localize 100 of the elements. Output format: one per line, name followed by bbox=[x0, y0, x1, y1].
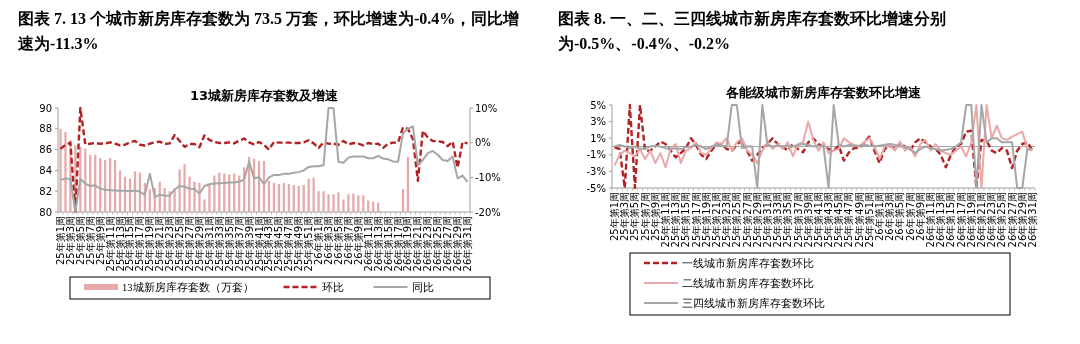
x-tick-label: 26年第27周 bbox=[1006, 192, 1018, 248]
chart-title: 图表 8. 一、二、三四线城市新房库存套数环比增速分别为-0.5%、-0.4%、-0.2% bbox=[558, 9, 947, 54]
x-tick-label: 26年第3周 bbox=[884, 192, 896, 242]
x-tick-label: 25年第39周 bbox=[243, 216, 255, 272]
x-tick-label: 25年第31周 bbox=[203, 216, 215, 272]
x-tick-label: 25年第7周 bbox=[639, 192, 651, 242]
x-tick-label: 25年第23周 bbox=[721, 192, 733, 248]
x-tick-label: 25年第1周 bbox=[54, 216, 66, 266]
x-tick-label: 25年第13周 bbox=[114, 216, 126, 272]
x-tick-label: 26年第17周 bbox=[955, 192, 967, 248]
x-tick-label: 26年第11周 bbox=[925, 192, 937, 248]
x-tick-label: 26年第23周 bbox=[422, 216, 434, 272]
x-tick-label: 25年第27周 bbox=[741, 192, 753, 248]
chart-subtitle: 13城新房库存套数及增速 bbox=[189, 88, 340, 103]
x-tick-label: 25年第33周 bbox=[213, 216, 225, 272]
x-tick-label: 26年第29周 bbox=[452, 216, 464, 272]
x-tick-label: 25年第15周 bbox=[124, 216, 136, 272]
x-tick-label: 26年第23周 bbox=[986, 192, 998, 248]
x-tick-label: 26年第25周 bbox=[996, 192, 1008, 248]
x-tick-label: 25年第45周 bbox=[273, 216, 285, 272]
y-tick-label: 88 bbox=[39, 123, 52, 135]
x-tick-label: 26年第11周 bbox=[362, 216, 374, 272]
x-tick-label: 25年第41周 bbox=[253, 216, 265, 272]
x-tick-label: 25年第43周 bbox=[263, 216, 275, 272]
x-tick-label: 25年第47周 bbox=[283, 216, 295, 272]
x-tick-label: 25年第11周 bbox=[104, 216, 116, 272]
x-tick-label: 26年第29周 bbox=[1016, 192, 1028, 248]
x-tick-label: 25年第21周 bbox=[154, 216, 166, 272]
legend-label: 同比 bbox=[411, 281, 434, 293]
y-tick-label: -1% bbox=[586, 149, 606, 161]
x-tick-label: 25年第29周 bbox=[193, 216, 205, 272]
x-tick-label: 26年第15周 bbox=[382, 216, 394, 272]
x-tick-label: 25年第7周 bbox=[84, 216, 96, 266]
x-tick-label: 25年第9周 bbox=[94, 216, 106, 266]
y2-tick-label: -10% bbox=[475, 171, 501, 183]
y-tick-label: 82 bbox=[39, 185, 52, 197]
x-tick-label: 26年第5周 bbox=[332, 216, 344, 266]
x-tick-label: 25年第17周 bbox=[690, 192, 702, 248]
x-tick-label: 26年第9周 bbox=[352, 216, 364, 266]
legend-label: 一线城市新房库存套数环比 bbox=[682, 257, 814, 269]
y-tick-label: 80 bbox=[39, 206, 52, 218]
x-tick-label: 26年第15周 bbox=[945, 192, 957, 248]
x-tick-label: 26年第27周 bbox=[442, 216, 454, 272]
y-tick-label: -3% bbox=[586, 165, 606, 177]
x-tick-label: 25年第25周 bbox=[174, 216, 186, 272]
chart-subtitle: 各能级城市新房库存套数环比增速 bbox=[725, 85, 922, 100]
legend-label: 环比 bbox=[321, 281, 344, 293]
legend-label: 13城新房库存套数（万套） bbox=[122, 281, 254, 293]
x-tick-label: 26年第3周 bbox=[323, 216, 335, 266]
x-tick-label: 25年第49周 bbox=[853, 192, 865, 248]
y2-tick-label: 0% bbox=[475, 137, 491, 149]
x-tick-label: 26年第13周 bbox=[372, 216, 384, 272]
x-tick-label: 26年第31周 bbox=[462, 216, 474, 272]
x-tick-label: 25年第3周 bbox=[619, 192, 631, 242]
x-tick-label: 26年第17周 bbox=[392, 216, 404, 272]
x-tick-label: 26年第19周 bbox=[965, 192, 977, 248]
y-tick-label: 86 bbox=[39, 144, 52, 156]
x-tick-label: 25年第19周 bbox=[700, 192, 712, 248]
x-tick-label: 25年第37周 bbox=[792, 192, 804, 248]
x-tick-label: 25年第25周 bbox=[731, 192, 743, 248]
x-tick-label: 25年第15周 bbox=[680, 192, 692, 248]
y2-tick-label: -20% bbox=[475, 206, 501, 218]
x-tick-label: 25年第33周 bbox=[772, 192, 784, 248]
x-tick-label: 25年第5周 bbox=[629, 192, 641, 242]
x-tick-label: 25年第45周 bbox=[833, 192, 845, 248]
x-tick-label: 25年第23周 bbox=[164, 216, 176, 272]
x-tick-label: 25年第9周 bbox=[649, 192, 661, 242]
y-tick-label: 84 bbox=[39, 164, 52, 176]
y-tick-label: 3% bbox=[590, 116, 606, 128]
x-tick-label: 25年第3周 bbox=[64, 216, 76, 266]
x-tick-label: 25年第37周 bbox=[233, 216, 245, 272]
x-tick-label: 26年第1周 bbox=[874, 192, 886, 242]
legend-label: 二线城市新房库存套数环比 bbox=[682, 277, 814, 289]
x-tick-label: 26年第1周 bbox=[313, 216, 325, 266]
y2-tick-label: 10% bbox=[475, 102, 498, 114]
x-tick-label: 25年第27周 bbox=[184, 216, 196, 272]
y-tick-label: 5% bbox=[590, 99, 606, 111]
x-tick-label: 25年第51周 bbox=[303, 216, 315, 272]
x-tick-label: 25年第35周 bbox=[782, 192, 794, 248]
y-tick-label: -5% bbox=[586, 182, 606, 194]
x-tick-label: 25年第35周 bbox=[223, 216, 235, 272]
x-tick-label: 25年第47周 bbox=[843, 192, 855, 248]
x-tick-label: 25年第49周 bbox=[293, 216, 305, 272]
y-tick-label: 90 bbox=[39, 102, 52, 114]
x-tick-label: 26年第7周 bbox=[904, 192, 916, 242]
x-tick-label: 25年第1周 bbox=[609, 192, 621, 242]
x-tick-label: 25年第13周 bbox=[670, 192, 682, 248]
y-tick-label: 1% bbox=[590, 132, 606, 144]
x-tick-label: 26年第25周 bbox=[432, 216, 444, 272]
x-tick-label: 26年第7周 bbox=[342, 216, 354, 266]
chart-title: 图表 7. 13 个城市新房库存套数为 73.5 万套，环比增速为-0.4%，同比增速为-11.3% bbox=[18, 9, 521, 54]
x-tick-label: 25年第29周 bbox=[751, 192, 763, 248]
x-tick-label: 26年第21周 bbox=[412, 216, 424, 272]
x-tick-label: 25年第43周 bbox=[823, 192, 835, 248]
x-tick-label: 26年第19周 bbox=[402, 216, 414, 272]
x-tick-label: 25年第17周 bbox=[134, 216, 146, 272]
x-tick-label: 26年第13周 bbox=[935, 192, 947, 248]
x-tick-label: 25年第19周 bbox=[144, 216, 156, 272]
x-tick-label: 26年第5周 bbox=[894, 192, 906, 242]
x-tick-label: 25年第5周 bbox=[74, 216, 86, 266]
